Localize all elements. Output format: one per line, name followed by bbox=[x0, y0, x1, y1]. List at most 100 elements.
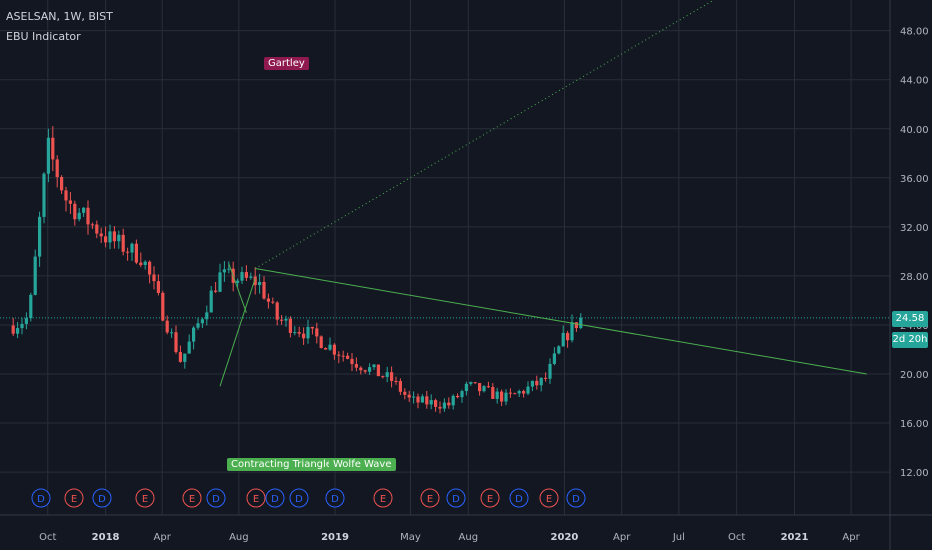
candle-body bbox=[38, 216, 42, 257]
candle-body bbox=[495, 391, 499, 399]
candle-body bbox=[227, 268, 231, 270]
candle-body bbox=[407, 394, 411, 398]
candle-body bbox=[253, 276, 257, 286]
candle-body bbox=[385, 372, 389, 377]
candle-body bbox=[315, 328, 319, 337]
candle-body bbox=[579, 317, 583, 329]
price-tick-label: 16.00 bbox=[900, 419, 929, 430]
candle-body bbox=[390, 372, 394, 381]
candle-body bbox=[324, 347, 328, 350]
pattern-label-contracting-triangle[interactable]: Contracting Triangle bbox=[227, 458, 336, 471]
candle-body bbox=[337, 354, 341, 356]
candle-body bbox=[447, 402, 451, 406]
candle-body bbox=[552, 353, 556, 364]
dividend-marker bbox=[566, 488, 586, 508]
candle-body bbox=[112, 231, 116, 242]
candle-body bbox=[280, 319, 284, 321]
indicator-name[interactable]: EBU Indicator bbox=[6, 30, 81, 43]
candle-body bbox=[302, 333, 306, 339]
event-marker-letter: E bbox=[380, 494, 386, 505]
candle-body bbox=[244, 272, 248, 278]
event-marker-letter: D bbox=[331, 494, 339, 505]
candle-body bbox=[200, 319, 204, 324]
candle-body bbox=[526, 386, 530, 394]
candle-body bbox=[77, 212, 81, 220]
candle-body bbox=[368, 367, 372, 372]
candle-body bbox=[500, 391, 504, 402]
candle-body bbox=[183, 353, 187, 362]
candle-body bbox=[51, 137, 55, 160]
candle-body bbox=[192, 327, 196, 342]
time-axis[interactable]: Oct 2018 Apr Aug 2019 May Aug 2020 Apr Jul Oct 2021… bbox=[39, 532, 860, 543]
trendline bbox=[228, 263, 247, 313]
candle-body bbox=[363, 370, 367, 372]
candle-body bbox=[104, 236, 108, 243]
event-marker-letter: D bbox=[212, 494, 220, 505]
candle-body bbox=[434, 400, 438, 407]
event-marker-letter: E bbox=[427, 494, 433, 505]
candle-body bbox=[570, 322, 574, 341]
candle-body bbox=[332, 344, 336, 355]
pattern-label-gartley[interactable]: Gartley bbox=[264, 57, 309, 70]
event-marker-letter: E bbox=[253, 494, 259, 505]
candle-body bbox=[187, 341, 191, 354]
candle-body bbox=[425, 396, 429, 405]
candle-body bbox=[178, 352, 182, 362]
candle-body bbox=[24, 318, 28, 324]
candle-body bbox=[539, 377, 543, 386]
dividend-marker bbox=[92, 488, 112, 508]
price-tick-label: 44.00 bbox=[900, 76, 929, 87]
price-tick-label: 32.00 bbox=[900, 223, 929, 234]
candle-body bbox=[29, 294, 33, 319]
price-tick-label: 20.00 bbox=[900, 370, 929, 381]
candle-body bbox=[473, 382, 477, 384]
candle-body bbox=[46, 137, 50, 174]
candle-body bbox=[42, 173, 46, 217]
dividend-marker bbox=[31, 488, 51, 508]
candle-body bbox=[170, 332, 174, 334]
candle-body bbox=[218, 272, 222, 292]
candle-body bbox=[460, 391, 464, 398]
candle-body bbox=[249, 276, 253, 278]
time-tick-label: Jul bbox=[672, 532, 685, 543]
trendline bbox=[255, 268, 867, 375]
candle-body bbox=[262, 281, 266, 299]
candle-body bbox=[566, 332, 570, 341]
candle-body bbox=[284, 318, 288, 321]
candle-body bbox=[574, 322, 578, 329]
candle-body bbox=[20, 323, 24, 329]
candle-body bbox=[266, 298, 270, 302]
candle-body bbox=[522, 391, 526, 394]
candle-body bbox=[11, 325, 15, 334]
trendline bbox=[254, 0, 715, 269]
candle-body bbox=[416, 396, 420, 403]
candle-body bbox=[451, 395, 455, 406]
candle-body bbox=[429, 400, 433, 405]
candle-body bbox=[310, 326, 314, 329]
candle-body bbox=[328, 344, 332, 350]
candle-body bbox=[350, 358, 354, 365]
candle-body bbox=[90, 224, 94, 226]
candle-body bbox=[288, 318, 292, 333]
candle-body bbox=[341, 355, 345, 357]
event-marker-letter: E bbox=[546, 494, 552, 505]
price-tick-label: 12.00 bbox=[900, 468, 929, 479]
earnings-marker bbox=[420, 488, 440, 508]
pattern-label-wolfe-wave[interactable]: Wolfe Wave bbox=[329, 458, 396, 471]
candle-body bbox=[121, 234, 125, 252]
event-marker-letter: D bbox=[271, 494, 279, 505]
time-tick-label: 2020 bbox=[551, 532, 579, 543]
candle-body bbox=[126, 251, 130, 253]
candle-body bbox=[319, 336, 323, 348]
candle-body bbox=[148, 261, 152, 275]
event-marker-letter: D bbox=[37, 494, 45, 505]
candle-body bbox=[222, 269, 226, 273]
candle-body bbox=[306, 326, 310, 339]
candle-body bbox=[258, 281, 262, 286]
time-tick-label: Apr bbox=[842, 532, 860, 543]
candle-body bbox=[544, 377, 548, 379]
earnings-marker bbox=[480, 488, 500, 508]
candle-body bbox=[394, 380, 398, 382]
